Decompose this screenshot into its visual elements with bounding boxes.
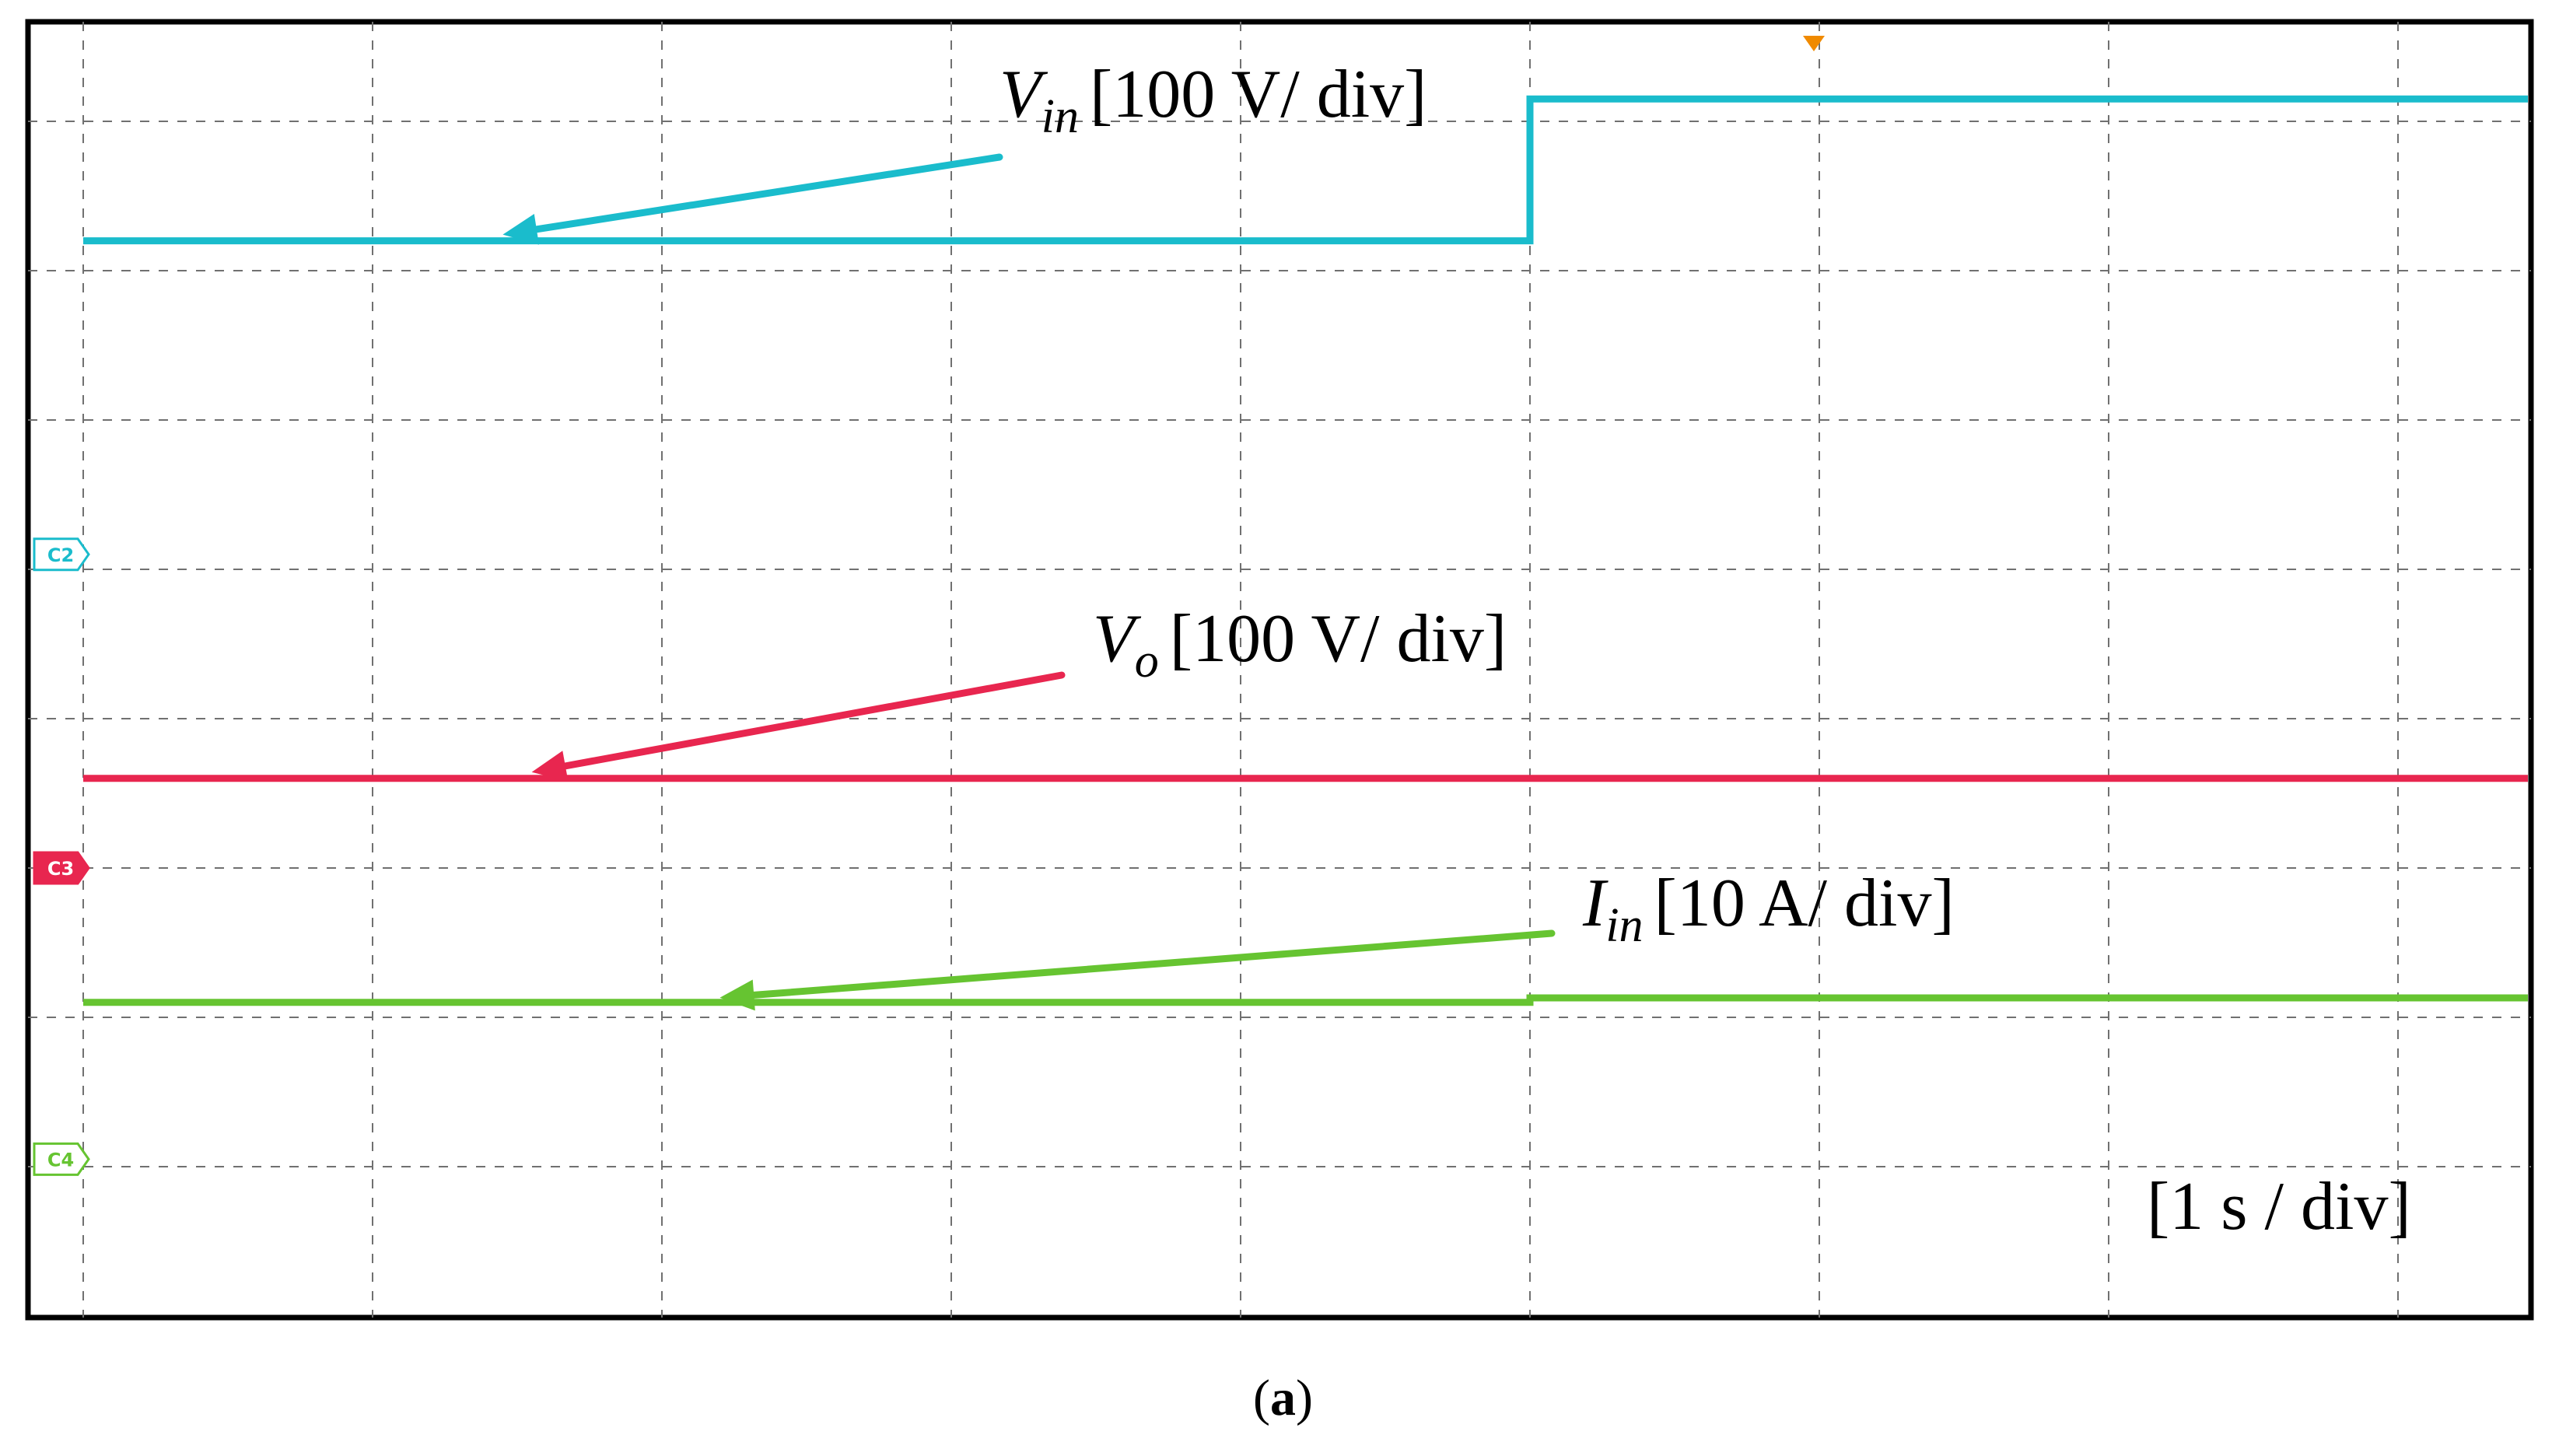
time-scale-label: [1 s / div] xyxy=(2147,1169,2411,1244)
channel-marker-c2: C2 xyxy=(33,537,90,572)
arrow-head-icon xyxy=(502,214,539,245)
channel-marker-shape xyxy=(33,537,90,572)
vin-label-sub: in xyxy=(1041,90,1079,143)
channel-marker-shape xyxy=(33,1142,90,1176)
annotation-arrows xyxy=(502,153,1556,1011)
iin-label: Iin [10 A/ div] xyxy=(1582,866,1955,952)
channel-markers: C2 C3 C4 xyxy=(33,537,90,1176)
channel-marker-c4: C4 xyxy=(33,1142,90,1176)
vin-label: Vin [100 V/ div] xyxy=(999,57,1427,143)
channel-marker-label: C4 xyxy=(47,1149,74,1171)
vin-label-scale: [100 V/ div] xyxy=(1090,57,1427,132)
arrow-head-icon xyxy=(531,751,569,782)
vo-label-sub: o xyxy=(1135,635,1159,688)
iin-label-sub: in xyxy=(1605,899,1643,952)
channel-marker-shape xyxy=(33,851,90,885)
grid-lines xyxy=(28,22,2531,1318)
arrow-v-o xyxy=(531,671,1066,782)
vo-label-main: V xyxy=(1093,601,1142,677)
caption-open: ( xyxy=(1253,1370,1270,1426)
channel-marker-c3: C3 xyxy=(33,851,90,885)
iin-label-main: I xyxy=(1582,866,1609,941)
caption-close: ) xyxy=(1296,1370,1313,1426)
trigger-marker-icon xyxy=(1803,36,1825,51)
arrow-shaft xyxy=(562,671,1066,770)
arrow-shaft xyxy=(750,929,1556,999)
arrow-i-in xyxy=(719,929,1556,1011)
caption-letter: a xyxy=(1270,1370,1296,1426)
channel-marker-label: C3 xyxy=(47,858,74,880)
channel-marker-label: C2 xyxy=(47,544,74,566)
vin-label-main: V xyxy=(999,57,1048,132)
traces xyxy=(83,36,2528,1006)
vo-label: Vo [100 V/ div] xyxy=(1093,601,1507,688)
iin-label-scale: [10 A/ div] xyxy=(1654,866,1955,941)
vo-label-scale: [100 V/ div] xyxy=(1170,601,1507,677)
trace-i-in xyxy=(83,994,2528,1006)
trace-v-in xyxy=(83,95,2528,245)
figure-caption: (a) xyxy=(0,1369,2566,1428)
arrow-head-icon xyxy=(719,979,755,1011)
arrow-v-in xyxy=(502,153,1003,245)
arrow-shaft xyxy=(533,153,1003,233)
